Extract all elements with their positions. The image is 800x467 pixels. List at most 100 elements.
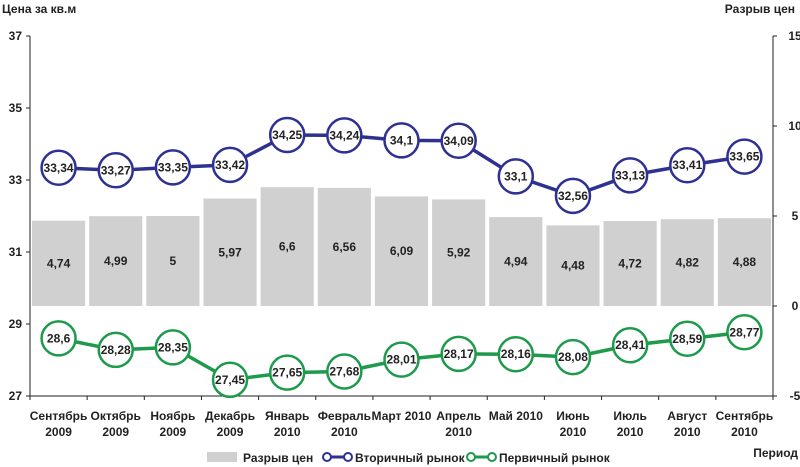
- legend-marker-primary-2: [487, 452, 497, 462]
- x-tick-label: Март 2010: [372, 409, 432, 423]
- y-right-axis-title: Разрыв цен: [725, 2, 795, 16]
- bar-gap: [260, 187, 314, 306]
- x-tick-label-year: 2010: [445, 425, 472, 439]
- line-point-marker: [211, 361, 249, 399]
- line-point-label: 33,27: [101, 163, 131, 177]
- x-tick-label: Май 2010: [489, 409, 544, 423]
- line-point-label: 28,01: [386, 353, 416, 367]
- x-tick-label-year: 2010: [731, 425, 758, 439]
- y-left-tick-label: 37: [9, 29, 23, 43]
- x-tick-label: Декабрь: [205, 409, 255, 423]
- x-tick-label-year: 2010: [617, 425, 644, 439]
- y-left-tick-label: 31: [9, 245, 23, 259]
- line-point-label: 33,41: [672, 158, 702, 172]
- bar-gap: [603, 221, 657, 306]
- line-point-label: 28,08: [558, 350, 588, 364]
- line-point-label: 34,1: [390, 133, 414, 147]
- line-point-marker: [326, 353, 363, 390]
- line-point-marker: [40, 320, 77, 357]
- bar-data-label: 5: [170, 254, 177, 268]
- bar-gap: [489, 217, 543, 306]
- line-point-marker: [97, 331, 134, 369]
- y-right-tick-label: -5: [790, 389, 800, 403]
- line-point-label: 28,35: [158, 340, 188, 354]
- line-point-marker: [440, 122, 477, 160]
- line-point-marker: [40, 149, 77, 187]
- x-tick-label: Сентябрь: [716, 409, 774, 423]
- line-point-label: 28,16: [501, 347, 531, 361]
- x-tick-label-year: 2010: [331, 425, 358, 439]
- legend-marker-secondary-2: [343, 452, 353, 462]
- bar-data-label: 4,94: [504, 255, 528, 269]
- x-tick-label-year: 2009: [45, 425, 72, 439]
- y-right-tick-label: 0: [792, 299, 799, 313]
- x-axis-title: Период: [753, 446, 798, 460]
- legend-swatch-bar: [207, 452, 237, 462]
- line-point-marker: [97, 152, 134, 189]
- line-point-label: 33,13: [615, 168, 645, 182]
- x-tick-label: Октябрь: [91, 409, 141, 423]
- line-point-marker: [669, 146, 706, 184]
- line-point-marker: [726, 138, 763, 175]
- line-point-label: 33,65: [729, 150, 759, 164]
- line-point-label: 33,35: [158, 160, 188, 174]
- bar-data-label: 4,72: [618, 257, 642, 271]
- line-point-label: 28,6: [47, 331, 71, 345]
- line-point-marker: [497, 158, 535, 195]
- x-tick-label: Июль: [613, 409, 647, 423]
- x-tick-label-year: 2010: [560, 425, 587, 439]
- line-point-label: 33,34: [44, 161, 74, 175]
- line-point-label: 33,42: [215, 158, 245, 172]
- bar-data-label: 6,09: [390, 244, 414, 258]
- bar-gap: [432, 199, 486, 306]
- line-point-label: 28,59: [672, 332, 702, 346]
- line-point-marker: [383, 122, 420, 159]
- legend-label-gap: Разрыв цен: [243, 451, 313, 465]
- y-left-tick-label: 35: [9, 101, 23, 115]
- line-point-marker: [268, 116, 306, 154]
- x-tick-label: Сентябрь: [30, 409, 88, 423]
- y-left-tick-label: 27: [9, 389, 23, 403]
- bar-gap: [203, 198, 257, 306]
- line-point-label: 28,17: [444, 347, 474, 361]
- line-point-label: 34,09: [444, 134, 474, 148]
- line-point-label: 34,25: [272, 128, 302, 142]
- line-point-marker: [154, 329, 192, 366]
- bar-gap: [32, 220, 86, 306]
- legend-label-primary: Первичный рынок: [499, 451, 611, 465]
- x-tick-label-year: 2009: [217, 425, 244, 439]
- line-point-marker: [268, 354, 306, 391]
- x-tick-label-year: 2010: [274, 425, 301, 439]
- bar-data-label: 4,99: [104, 254, 128, 268]
- line-point-label: 34,24: [329, 128, 359, 142]
- line-point-marker: [211, 146, 249, 184]
- bar-data-label: 5,92: [447, 246, 471, 260]
- legend-marker-primary: [466, 452, 476, 462]
- line-point-label: 28,28: [101, 343, 131, 357]
- x-tick-label: Январь: [265, 409, 309, 423]
- line-point-label: 33,1: [504, 169, 528, 183]
- line-point-marker: [611, 326, 649, 364]
- line-point-marker: [326, 117, 363, 154]
- legend: Разрыв цен Вторичный рынок Первичный рын…: [207, 451, 611, 465]
- line-point-marker: [554, 338, 592, 376]
- y-left-tick-label: 33: [9, 173, 23, 187]
- legend-marker-secondary: [322, 452, 332, 462]
- y-left-axis-title: Цена за кв.м: [2, 2, 76, 16]
- y-right-tick-label: 10: [788, 119, 800, 133]
- bar-gap: [89, 216, 143, 306]
- line-point-marker: [154, 149, 192, 186]
- y-left-tick-label: 29: [9, 317, 23, 331]
- bar-gap: [660, 219, 714, 306]
- bar-gap: [374, 196, 429, 306]
- x-tick-label: Июнь: [556, 409, 590, 423]
- line-point-marker: [383, 341, 420, 378]
- line-point-label: 27,45: [215, 373, 245, 387]
- bar-data-label: 6,56: [333, 240, 357, 254]
- bar-gap: [546, 225, 600, 306]
- bar-data-label: 4,82: [676, 256, 700, 270]
- y-right-tick-label: 15: [788, 29, 800, 43]
- y-right-tick-label: 5: [792, 209, 799, 223]
- bar-gap: [717, 218, 771, 306]
